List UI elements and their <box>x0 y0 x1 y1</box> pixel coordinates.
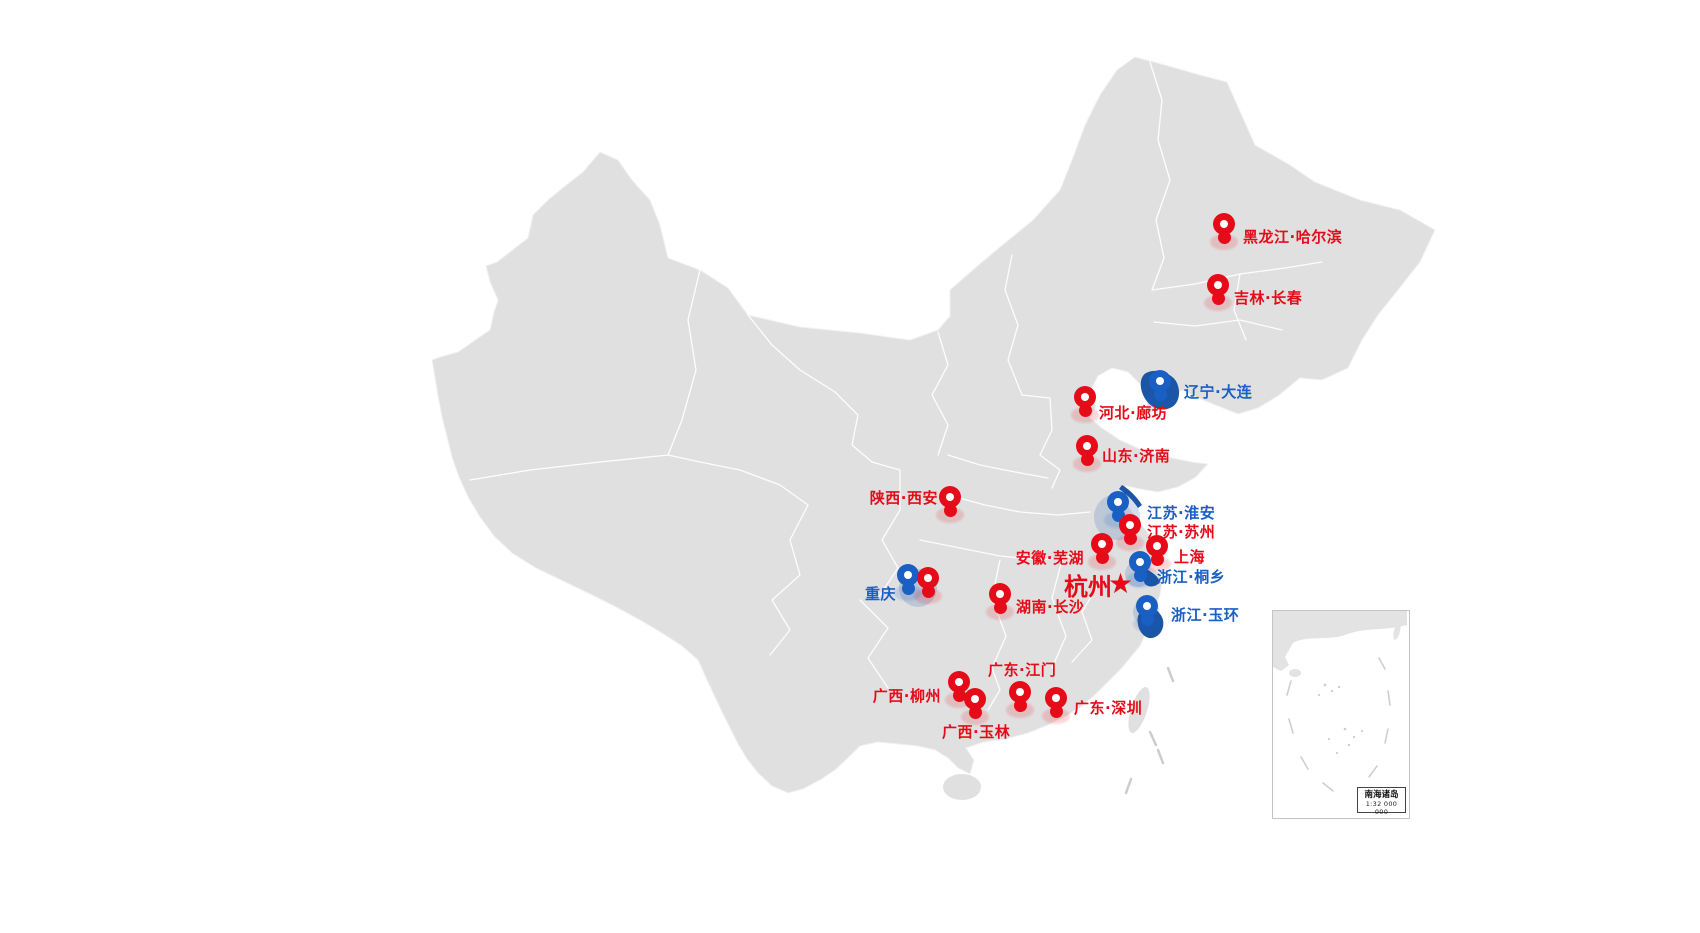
south-china-sea-inset: 南海诸岛 1:32 000 000 <box>1272 610 1410 819</box>
location-label-guangdong-jiangmen: 广东·江门 <box>988 661 1057 679</box>
location-label-guangxi-liuzhou: 广西·柳州 <box>872 687 941 705</box>
location-label-anhui-wuhu: 安徽·芜湖 <box>1015 549 1084 567</box>
pin-head <box>917 567 939 589</box>
pin-head <box>964 688 986 710</box>
location-label-hebei-langfang: 河北·廊坊 <box>1099 404 1168 422</box>
inset-hainan <box>1289 669 1301 677</box>
region-jiangsu-coast <box>1119 485 1142 508</box>
location-pin-zhejiang-tongxiang <box>1126 551 1154 588</box>
inset-coastline <box>1273 611 1407 671</box>
inset-label-box: 南海诸岛 1:32 000 000 <box>1357 787 1406 816</box>
pin-head <box>1076 435 1098 457</box>
inset-scale: 1:32 000 000 <box>1365 800 1398 816</box>
location-pin-heilongjiang-haerbin <box>1210 213 1238 250</box>
china-mainland-shape <box>431 56 1436 794</box>
inset-map <box>1273 611 1407 792</box>
region-hangzhou-bay <box>1142 569 1160 587</box>
location-label-jiangsu-huaian: 江苏·淮安 <box>1147 504 1216 522</box>
pin-head <box>1009 681 1031 703</box>
inset-dash-line <box>1286 657 1391 792</box>
location-label-liaoning-dalian: 辽宁·大连 <box>1184 383 1253 401</box>
headquarters-label: 杭州 <box>1064 573 1112 601</box>
location-pin-liaoning-dalian <box>1146 370 1174 407</box>
location-label-heilongjiang-haerbin: 黑龙江·哈尔滨 <box>1243 228 1343 246</box>
pin-head <box>1107 491 1129 513</box>
location-label-shandong-jinan: 山东·济南 <box>1102 447 1171 465</box>
hainan-island <box>943 774 981 800</box>
pin-head <box>1207 274 1229 296</box>
location-label-shanghai: 上海 <box>1174 548 1206 566</box>
location-pin-guangdong-jiangmen <box>1006 681 1034 718</box>
pin-head <box>989 583 1011 605</box>
pin-head <box>897 564 919 586</box>
location-pin-hebei-langfang <box>1071 386 1099 423</box>
taiwan-island <box>1128 687 1150 733</box>
inset-title: 南海诸岛 <box>1364 790 1399 800</box>
location-pin-jiangsu-suzhou <box>1116 514 1144 551</box>
location-pin-jilin-changchun <box>1204 274 1232 311</box>
location-label-shaanxi-xian: 陕西·西安 <box>869 489 938 507</box>
location-label-guangxi-yulin: 广西·玉林 <box>942 723 1011 741</box>
location-label-jiangsu-suzhou: 江苏·苏州 <box>1147 523 1216 541</box>
location-pin-shandong-jinan <box>1073 435 1101 472</box>
location-label-hunan-changsha: 湖南·长沙 <box>1016 598 1085 616</box>
location-label-chongqing: 重庆 <box>864 585 896 603</box>
location-pin-shaanxi-xian <box>936 486 964 523</box>
pin-head <box>1129 551 1151 573</box>
location-pin-zhejiang-yuhuan <box>1133 595 1161 632</box>
location-pin-guangxi-yulin <box>961 688 989 725</box>
pin-head <box>948 671 970 693</box>
inset-islands <box>1317 683 1364 755</box>
location-pin-guangdong-shenzhen <box>1042 687 1070 724</box>
pin-head <box>1074 386 1096 408</box>
headquarters-star-icon: ★ <box>1108 567 1134 600</box>
location-pin-chongqing <box>894 564 922 601</box>
pin-head <box>1136 595 1158 617</box>
location-label-jilin-changchun: 吉林·长春 <box>1234 289 1303 307</box>
maritime-dash-line <box>1124 666 1175 795</box>
location-label-zhejiang-tongxiang: 浙江·桐乡 <box>1157 568 1226 586</box>
location-pin-chongqing-2 <box>914 567 942 604</box>
pin-head <box>1213 213 1235 235</box>
location-pin-anhui-wuhu <box>1088 533 1116 570</box>
pin-head <box>939 486 961 508</box>
pin-head <box>1119 514 1141 536</box>
province-borders <box>469 61 1323 711</box>
location-label-zhejiang-yuhuan: 浙江·玉环 <box>1171 606 1240 624</box>
pin-head <box>1091 533 1113 555</box>
location-label-guangdong-shenzhen: 广东·深圳 <box>1074 699 1143 717</box>
pin-head <box>1149 370 1171 392</box>
location-pin-hunan-changsha <box>986 583 1014 620</box>
pin-head <box>1146 535 1168 557</box>
inset-taiwan <box>1393 622 1401 640</box>
pin-head <box>1045 687 1067 709</box>
